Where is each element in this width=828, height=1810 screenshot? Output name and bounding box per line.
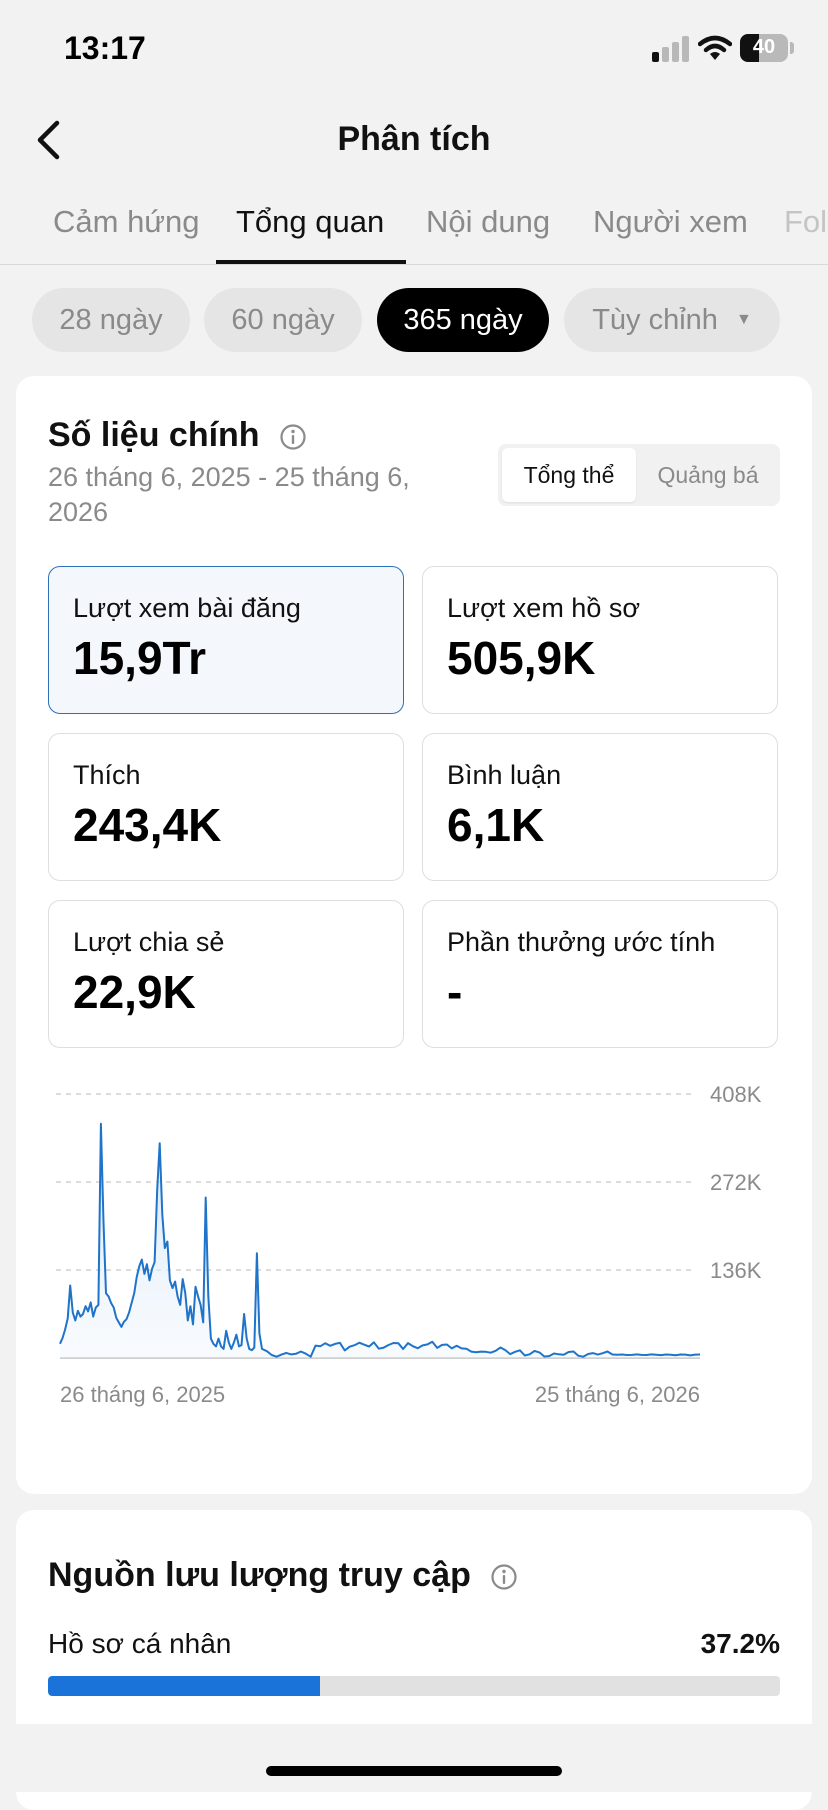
battery-icon: 40 [740,34,788,62]
stat-value: - [447,966,463,1018]
status-bar: 13:17 40 [0,0,828,96]
chip-365-days[interactable]: 365 ngày [377,288,549,352]
stat-value: 6,1K [447,799,545,851]
stat-label: Phần thưởng ước tính [447,927,716,957]
stat-label: Bình luận [447,760,562,790]
stat-value: 22,9K [73,966,196,1018]
stat-value: 505,9K [447,632,596,684]
series-line [59,1122,701,1358]
traffic-row-label: Hồ sơ cá nhân [48,1628,232,1659]
stat-likes[interactable]: Thích 243,4K [48,733,404,881]
stat-post-views[interactable]: Lượt xem bài đăng 15,9Tr [48,566,404,714]
traffic-progress-bar [48,1676,780,1696]
traffic-sources-title: Nguồn lưu lượng truy cập [48,1556,518,1595]
series-area [60,1123,700,1358]
stat-label: Lượt chia sẻ [73,927,225,957]
caret-down-icon: ▼ [735,311,752,328]
chip-60-days[interactable]: 60 ngày [204,288,362,352]
segment-promoted[interactable]: Quảng bá [657,461,759,488]
stat-label: Lượt xem hồ sơ [447,593,641,623]
tab-inspiration[interactable]: Cảm hứng [53,204,200,239]
info-icon[interactable] [490,1563,518,1591]
chip-label: 60 ngày [231,303,335,336]
chip-label: Tùy chỉnh [592,303,718,336]
chip-custom[interactable]: Tùy chỉnh ▼ [564,288,780,352]
chip-label: 28 ngày [59,303,163,336]
key-metrics-card: Số liệu chính 26 tháng 6, 2025 - 25 thán… [16,376,812,1494]
home-area [0,1724,828,1792]
stat-value: 15,9Tr [73,632,206,684]
chip-label: 365 ngày [403,303,523,336]
chevron-left-icon [37,120,60,160]
stat-label: Lượt xem bài đăng [73,593,301,623]
stat-shares[interactable]: Lượt chia sẻ 22,9K [48,900,404,1048]
analytics-tabs: Cảm hứng Tổng quan Nội dung Người xem Fo… [0,190,828,265]
cellular-signal-icon [652,36,692,62]
nav-header: Phân tích [0,100,828,180]
status-time: 13:17 [64,30,146,66]
key-metrics-title: Số liệu chính [48,416,307,455]
back-button[interactable] [24,114,72,166]
tab-followers[interactable]: Fol [784,204,828,239]
active-tab-indicator [216,260,406,264]
tab-viewers[interactable]: Người xem [593,204,748,239]
home-indicator[interactable] [266,1766,562,1776]
tab-content[interactable]: Nội dung [426,204,551,239]
stat-label: Thích [73,760,141,790]
stat-estimated-rewards[interactable]: Phần thưởng ước tính - [422,900,778,1048]
wifi-icon [698,35,732,60]
traffic-sources-title-text: Nguồn lưu lượng truy cập [48,1556,471,1594]
traffic-progress-fill [48,1676,321,1696]
date-range-text: 26 tháng 6, 2025 - 25 tháng 6, 2026 [48,462,410,527]
stat-comments[interactable]: Bình luận 6,1K [422,733,778,881]
x-start-label: 26 tháng 6, 2025 [60,1382,225,1407]
page-title: Phân tích [337,120,491,158]
chip-28-days[interactable]: 28 ngày [32,288,190,352]
y-tick-label: 408K [710,1082,762,1107]
stat-value: 243,4K [73,799,222,851]
stat-profile-views[interactable]: Lượt xem hồ sơ 505,9K [422,566,778,714]
date-range-chips: 28 ngày 60 ngày 365 ngày Tùy chỉnh ▼ [0,288,828,354]
overall-promoted-toggle: Tổng thể Quảng bá [498,444,780,506]
post-views-chart: 136K 272K 408K 26 tháng 6, 2025 25 tháng 6, … [56,1082,762,1407]
info-icon[interactable] [279,423,307,451]
tab-overview[interactable]: Tổng quan [236,204,385,239]
segment-overall[interactable]: Tổng thể [502,448,636,502]
y-tick-label: 272K [710,1170,762,1195]
key-metrics-title-text: Số liệu chính [48,416,260,454]
battery-tip [790,42,794,54]
battery-percent: 40 [752,36,776,58]
y-tick-label: 136K [710,1258,762,1283]
x-end-label: 25 tháng 6, 2026 [535,1382,700,1407]
traffic-row-percent: 37.2% [700,1628,780,1659]
